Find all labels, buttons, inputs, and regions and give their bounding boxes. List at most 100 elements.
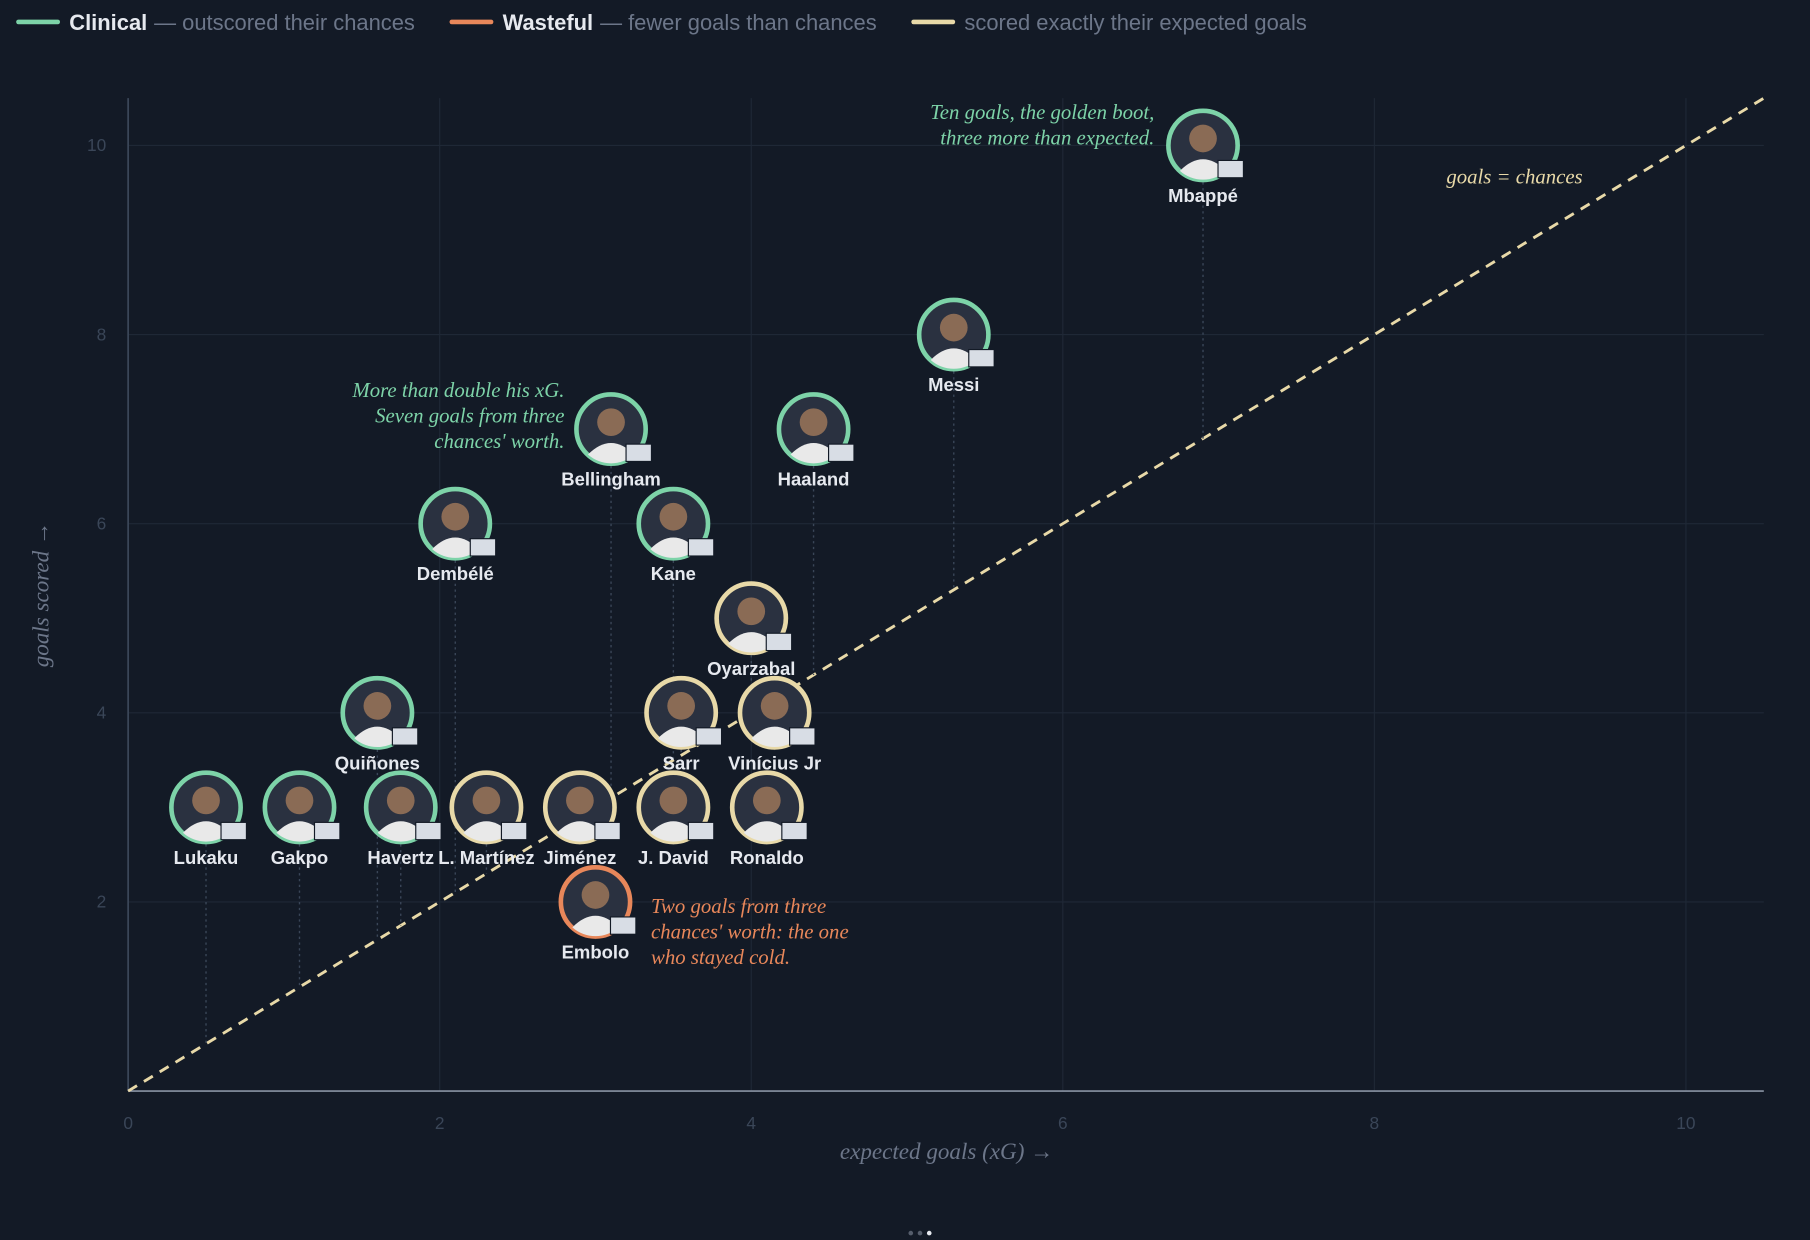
player-flag [594,821,621,841]
annotation: Seven goals from three [375,405,564,428]
player-label: L. Martínez [438,847,534,868]
player: Oyarzabal [707,581,795,679]
player-label: J. David [638,847,709,868]
player-flag [220,821,248,841]
player-body [728,632,775,653]
player: L. Martínez [438,770,535,868]
player-flag [687,538,715,557]
player: Kane [636,486,715,584]
player-flag [789,727,816,746]
player-label: Oyarzabal [707,658,795,679]
player-body [650,537,697,558]
player-flag [313,821,341,841]
x-axis-label: expected goals (xG) → [840,1138,1053,1164]
player-head [285,786,314,815]
player-flag [469,538,497,557]
player-head [472,786,501,815]
annotation: Two goals from three [651,895,826,918]
legend-name: Clinical [69,10,147,35]
player-flag [781,821,808,841]
player-flag [687,821,715,841]
player-head [441,502,470,531]
player: J. David [636,770,715,868]
annotation: goals = chances [1446,166,1582,189]
player: Mbappé [1166,108,1244,206]
annotation: who stayed cold. [651,946,790,969]
player-body [930,348,977,369]
player-head [939,313,968,342]
player-label: Dembélé [417,563,494,584]
player: Embolo [558,864,637,963]
pager-dot [926,1230,932,1236]
y-tick-label: 8 [97,324,107,344]
player: Gakpo [262,770,341,868]
player: Dembélé [417,486,497,584]
player-label: Embolo [562,942,630,963]
player-body [354,726,401,748]
player-body [276,821,323,842]
player: Messi [916,297,995,395]
player-flag [827,443,855,463]
legend-name: Wasteful [503,10,594,35]
player: Vinícius Jr [728,675,821,773]
player-label: Vinícius Jr [728,752,821,773]
player-flag [391,727,419,746]
player-flag [500,821,528,841]
y-tick-label: 2 [97,892,107,912]
player: Haaland [776,392,855,490]
player-body [743,821,790,842]
player-body [432,537,479,558]
player-head [581,881,610,909]
y-axis-label: goals scored → [27,522,53,667]
player: Bellingham [561,392,661,490]
player-flag [415,821,442,841]
pager [908,1230,932,1236]
player-body [1179,159,1227,180]
pager-dot [917,1230,923,1236]
player-label: Haaland [778,469,850,490]
legend-description: — fewer goals than chances [600,10,877,35]
player-label: Lukaku [174,847,239,868]
y-tick-label: 4 [97,703,107,723]
player-body [587,442,635,464]
annotation: Ten goals, the golden boot, [930,101,1154,124]
player: Ronaldo [729,770,808,868]
player: Lukaku [169,770,248,868]
y-tick-label: 10 [87,135,106,155]
player-flag [968,348,995,368]
player-head [597,408,625,437]
x-tick-label: 2 [435,1113,445,1133]
player-head [799,408,828,437]
player-label: Kane [651,563,696,584]
player-head [659,502,688,531]
player-label: Gakpo [271,847,328,868]
player-head [192,786,220,815]
player-body [790,442,837,464]
player-head [752,786,781,815]
player-label: Bellingham [561,469,661,490]
player-label: Jiménez [543,847,616,868]
player-label: Ronaldo [730,847,804,868]
player-body [572,915,619,937]
player: Sarr [644,675,723,773]
x-tick-label: 0 [123,1113,133,1133]
player-body [182,821,230,842]
player-body [751,726,798,748]
player-label: Messi [928,374,979,395]
player-body [650,821,697,842]
legend-description: scored exactly their expected goals [964,10,1306,35]
annotation: More than double his xG. [351,379,564,402]
player-head [737,597,766,626]
player-head [667,692,696,720]
annotation: chances' worth: the one [651,921,849,944]
player-body [556,821,603,842]
player-flag [625,443,653,463]
player-label: Sarr [663,752,700,773]
player-head [760,692,789,720]
player-label: Havertz [367,847,434,868]
player-body [463,821,510,842]
annotation: chances' worth. [434,430,564,453]
